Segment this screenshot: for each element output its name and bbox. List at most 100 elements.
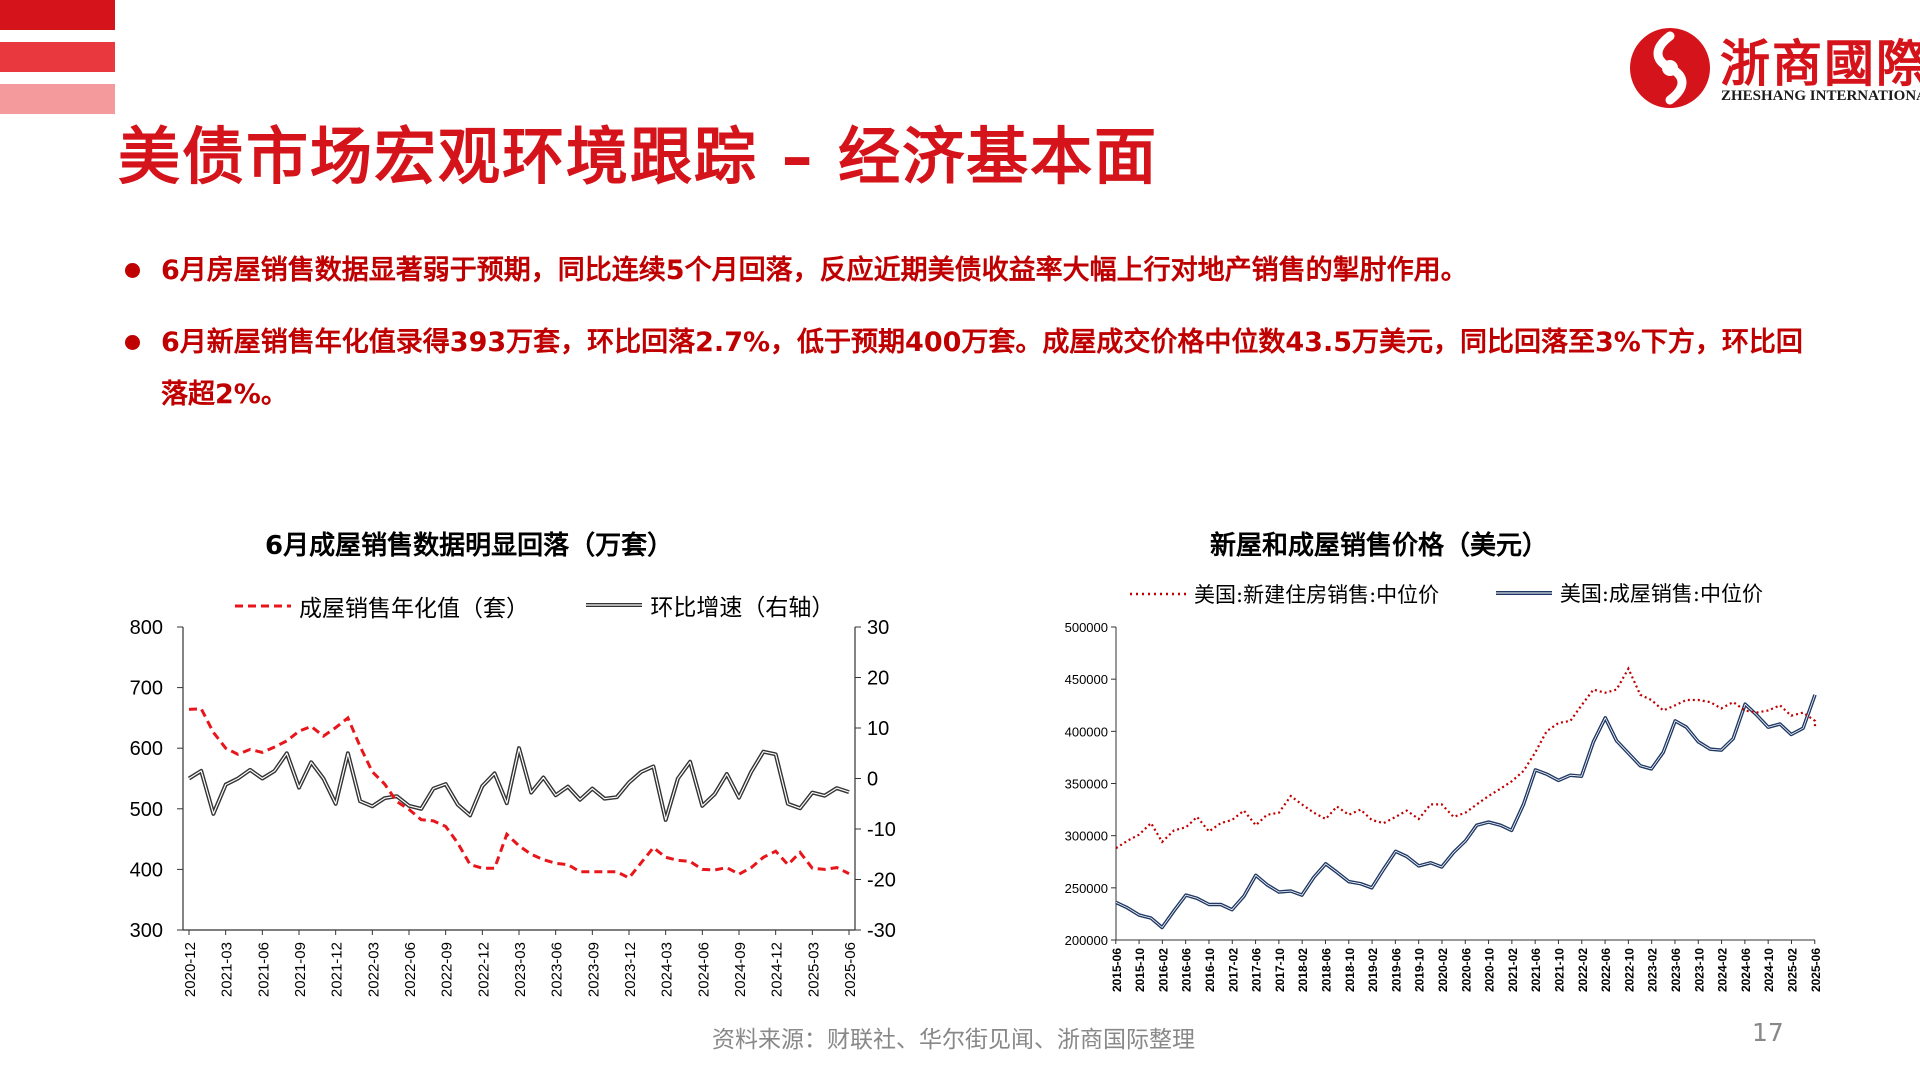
chart2-legend-item-existing: 美国:成屋销售:中位价 [1495, 578, 1763, 608]
chart1-right-tick-label: -20 [867, 870, 896, 892]
chart1-left-tick-label: 800 [130, 617, 163, 639]
chart2-x-tick-label: 2017-06 [1250, 948, 1264, 992]
chart1-x-tick-label: 2024-09 [732, 942, 749, 997]
chart1-x-tick-label: 2021-09 [292, 942, 309, 997]
chart1-x-tick-label: 2024-12 [769, 942, 786, 997]
chart1-right-tick-label: -10 [867, 819, 896, 841]
double-line-icon [586, 603, 643, 607]
bullet-item: 6月新屋销售年化值录得393万套，环比回落2.7%，低于预期400万套。成屋成交… [125, 317, 1825, 421]
chart1-x-tick-label: 2024-06 [695, 942, 712, 997]
chart2-x-tick-label: 2017-10 [1273, 948, 1287, 992]
chart1-right-tick-label: 30 [867, 617, 889, 639]
logo-english-name: ZHESHANG INTERNATIONAL [1721, 88, 1920, 104]
chart2-x-tick-label: 2015-06 [1110, 948, 1124, 992]
chart1-x-tick-label: 2020-12 [182, 942, 199, 997]
chart1-x-tick-label: 2021-12 [329, 942, 346, 997]
chart1-right-tick-label: 10 [867, 718, 889, 740]
chart2-x-tick-label: 2021-02 [1506, 948, 1520, 992]
chart2-x-tick-label: 2017-02 [1226, 948, 1240, 992]
chart1-left-tick-label: 400 [130, 859, 163, 881]
chart1-x-tick-label: 2022-09 [439, 942, 456, 997]
chart2-series-new-line [1115, 666, 1817, 850]
zheshang-logo-icon [1630, 28, 1710, 108]
chart2-x-tick-label: 2018-10 [1343, 948, 1357, 992]
chart2-series-existing-line [1115, 694, 1817, 930]
chart1-series-sales-line [188, 707, 850, 880]
chart1-x-tick-label: 2023-03 [512, 942, 529, 997]
chart1-right-tick-label: 0 [867, 769, 878, 791]
chart1-left-tick-label: 300 [130, 920, 163, 942]
chart2-x-tick-label: 2016-02 [1156, 948, 1170, 992]
chart1-plot: 300 400 500 600 700 800 -30 -20 -10 0 10 20 30 2020-1… [130, 617, 896, 997]
chart2-y-tick-label: 400000 [1065, 724, 1108, 739]
chart1-x-tick-label: 2021-06 [255, 942, 272, 997]
chart1-legend-label: 环比增速（右轴） [650, 595, 835, 621]
chart1-x-tick-label: 2023-09 [585, 942, 602, 997]
dashed-line-icon [235, 604, 291, 608]
dotted-line-icon [1130, 592, 1186, 596]
chart1-x-tick-label: 2022-06 [402, 942, 419, 997]
chart1-legend-item-sales: 成屋销售年化值（套） [235, 589, 529, 623]
bullet-dot-icon [125, 335, 140, 350]
bullet-list: 6月房屋销售数据显著弱于预期，同比连续5个月回落，反应近期美债收益率大幅上行对地… [125, 245, 1825, 441]
chart2-x-tick-label: 2025-06 [1809, 948, 1823, 992]
chart2-legend-label: 美国:新建住房销售:中位价 [1194, 583, 1440, 607]
logo-chinese-name: 浙商國際 [1720, 34, 1920, 93]
chart1-legend: 成屋销售年化值（套） 环比增速（右轴） [235, 588, 884, 623]
chart1-x-tick-label: 2024-03 [659, 942, 676, 997]
company-logo: 浙商國際 ZHESHANG INTERNATIONAL [1628, 22, 1920, 112]
header-band-1 [0, 0, 115, 30]
chart1-series-mom-line [187, 746, 850, 822]
bullet-text: 6月新屋销售年化值录得393万套，环比回落2.7%，低于预期400万套。成屋成交… [161, 327, 1803, 410]
chart2-x-tick-label: 2021-10 [1552, 948, 1566, 992]
chart2-x-tick-label: 2018-06 [1319, 948, 1333, 992]
chart1-x-tick-label: 2023-12 [622, 942, 639, 997]
chart1-right-tick-label: -30 [867, 920, 896, 942]
chart1-x-tick-label: 2025-06 [842, 942, 859, 997]
chart2-legend: 美国:新建住房销售:中位价 美国:成屋销售:中位价 [1130, 578, 1813, 609]
chart1-right-tick-label: 20 [867, 668, 889, 690]
chart2-x-tick-label: 2025-02 [1785, 948, 1799, 992]
chart2-series-existing-line-inner [1115, 694, 1816, 928]
chart2-legend-item-new: 美国:新建住房销售:中位价 [1130, 579, 1439, 609]
chart1-left-tick-label: 600 [130, 738, 163, 760]
chart2-x-tick-label: 2019-10 [1413, 948, 1427, 992]
chart2-x-tick-label: 2021-06 [1529, 948, 1543, 992]
chart2-x-tick-label: 2019-02 [1366, 948, 1380, 992]
chart2-x-tick-label: 2020-06 [1459, 948, 1473, 992]
chart2-x-tick-label: 2020-10 [1483, 948, 1497, 992]
header-band-3 [0, 84, 115, 114]
chart1-left-tick-label: 500 [130, 799, 163, 821]
chart1-title: 6月成屋销售数据明显回落（万套） [265, 531, 674, 561]
chart2-y-tick-label: 500000 [1065, 620, 1108, 635]
chart1-x-tick-label: 2021-03 [219, 942, 236, 997]
chart2-x-tick-label: 2023-06 [1669, 948, 1683, 992]
chart2-plot: 200000 250000 300000 350000 400000 450000 5000… [1065, 620, 1823, 992]
chart2-x-tick-label: 2024-06 [1739, 948, 1753, 992]
bullet-text: 6月房屋销售数据显著弱于预期，同比连续5个月回落，反应近期美债收益率大幅上行对地… [161, 255, 1468, 286]
chart2-y-tick-label: 200000 [1065, 933, 1108, 948]
source-note: 资料来源：财联社、华尔街见闻、浙商国际整理 [712, 1027, 1195, 1053]
chart1-legend-item-mom: 环比增速（右轴） [586, 588, 834, 622]
chart1-series-mom-line-inner [188, 747, 850, 821]
chart1-x-tick-label: 2023-06 [549, 942, 566, 997]
page-number: 17 [1752, 1018, 1784, 1047]
chart2-y-tick-label: 300000 [1065, 829, 1108, 844]
chart2-x-tick-label: 2016-10 [1203, 948, 1217, 992]
chart1-x-tick-label: 2022-12 [475, 942, 492, 997]
chart2-y-tick-label: 350000 [1065, 777, 1108, 792]
chart2-x-tick-label: 2024-10 [1762, 948, 1776, 992]
chart2-x-tick-label: 2015-10 [1133, 948, 1147, 992]
chart2-x-tick-label: 2024-02 [1716, 948, 1730, 992]
chart1-legend-label: 成屋销售年化值（套） [299, 596, 529, 622]
chart2-x-tick-label: 2018-02 [1296, 948, 1310, 992]
bullet-dot-icon [125, 263, 140, 278]
chart1-x-tick-label: 2025-03 [805, 942, 822, 997]
bullet-item: 6月房屋销售数据显著弱于预期，同比连续5个月回落，反应近期美债收益率大幅上行对地… [125, 245, 1825, 297]
chart2-x-tick-label: 2019-06 [1389, 948, 1403, 992]
chart2-x-tick-label: 2016-06 [1180, 948, 1194, 992]
chart2-legend-label: 美国:成屋销售:中位价 [1559, 582, 1763, 606]
header-band-2 [0, 42, 115, 72]
chart2-x-tick-label: 2023-10 [1692, 948, 1706, 992]
double-line-icon [1495, 591, 1552, 595]
